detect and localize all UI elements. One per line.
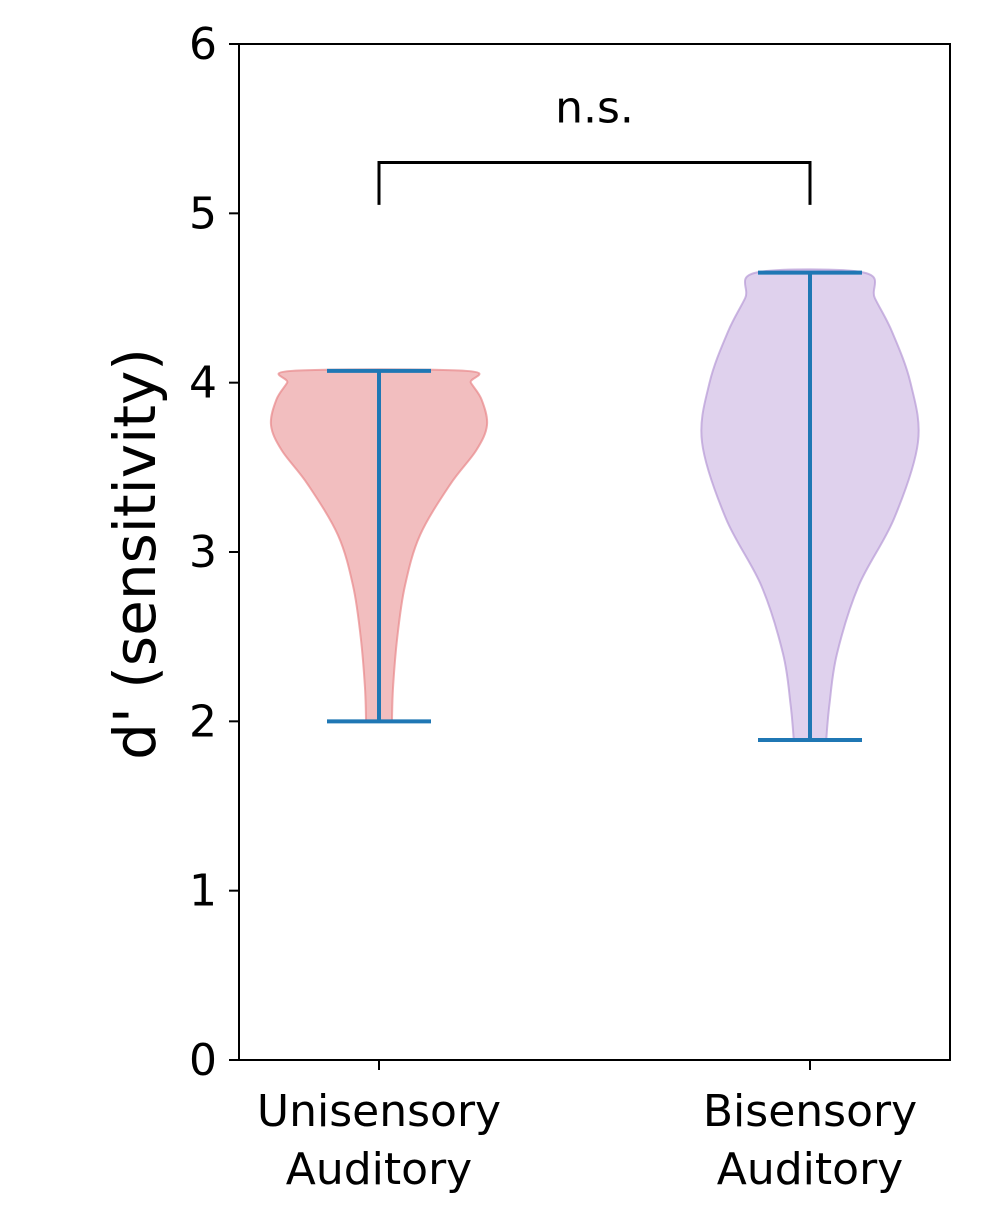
y-tick-label: 3 (189, 527, 217, 578)
significance-bracket (377, 161, 812, 205)
x-tick-label-line2: Auditory (286, 1144, 472, 1195)
y-tick-label: 5 (189, 188, 217, 239)
x-tick-label-line1: Bisensory (703, 1086, 917, 1137)
significance-label: n.s. (555, 83, 634, 134)
y-axis-ticks: 0 1 2 3 4 5 6 (189, 19, 239, 1086)
whisker-layer (327, 270, 862, 742)
x-tick-label-line1: Unisensory (257, 1086, 501, 1137)
y-tick-label: 1 (189, 866, 217, 917)
y-tick-label: 4 (189, 358, 217, 409)
violin-layer (269, 268, 920, 741)
x-axis-ticks: Unisensory Auditory Bisensory Auditory (257, 1060, 917, 1195)
y-axis-label: d' (sensitivity) (101, 348, 169, 760)
bracket-line (377, 161, 812, 205)
y-tick-label: 0 (189, 1035, 217, 1086)
y-tick-label: 2 (189, 696, 217, 747)
y-tick-label: 6 (189, 19, 217, 70)
x-tick-label-line2: Auditory (717, 1144, 903, 1195)
